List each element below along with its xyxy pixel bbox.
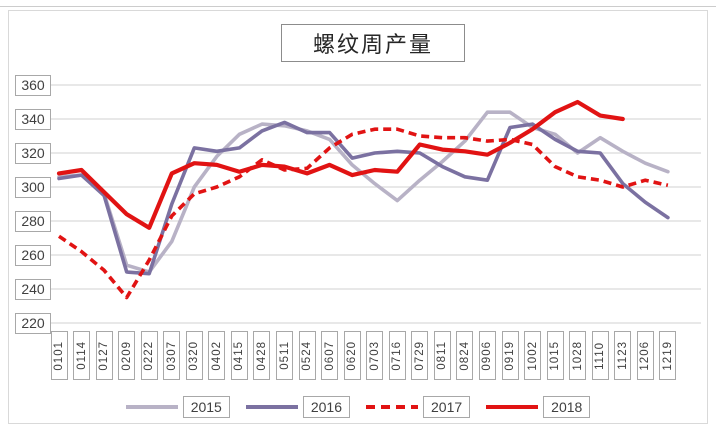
y-tick-label: 360	[15, 74, 51, 96]
x-tick-text: 1015	[549, 340, 562, 371]
x-tick-text: 0716	[391, 340, 404, 371]
x-tick-text: 0320	[188, 340, 201, 371]
x-tick-label: 1219	[659, 331, 677, 380]
x-tick-label: 1110	[591, 331, 609, 380]
x-tick-label: 0716	[388, 331, 406, 380]
x-tick-text: 1002	[526, 340, 539, 371]
x-tick-text: 0114	[75, 341, 88, 370]
legend-line-sample	[486, 405, 539, 409]
x-tick-label: 1028	[569, 331, 587, 380]
x-tick-label: 0114	[73, 331, 91, 380]
chart-frame: 螺纹周产量 220 240 260 280 300 320 340 360 0101 0114 0…	[8, 10, 708, 424]
x-tick-label: 0511	[276, 331, 293, 380]
x-tick-label: 0101	[50, 331, 68, 380]
y-tick-label: 300	[15, 176, 51, 198]
x-tick-text: 0524	[301, 340, 314, 371]
x-tick-label: 0307	[163, 331, 181, 380]
x-tick-label: 0729	[411, 331, 429, 380]
legend-line-sample	[366, 405, 418, 409]
y-tick-label: 220	[15, 312, 51, 334]
y-tick-label: 280	[15, 210, 51, 232]
x-tick-label: 0524	[298, 331, 316, 380]
series-line-2015	[57, 110, 670, 274]
legend-label: 2018	[543, 396, 591, 418]
x-tick-text: 0127	[98, 340, 111, 371]
legend-entry-2018: 2018	[486, 396, 591, 418]
legend-label: 2016	[302, 396, 350, 418]
x-tick-text: 0209	[120, 340, 133, 371]
x-tick-text: 0415	[233, 340, 246, 371]
x-tick-label: 0415	[230, 331, 248, 380]
legend-label: 2017	[423, 396, 471, 418]
x-tick-label: 0824	[456, 331, 474, 380]
legend-line-sample	[245, 405, 298, 409]
x-tick-label: 0209	[118, 331, 136, 380]
x-tick-label: 0222	[140, 331, 158, 380]
legend: 2015 2016 2017 2018	[9, 396, 707, 418]
series-line-2016	[57, 120, 670, 276]
x-tick-text: 0222	[143, 340, 156, 371]
plot-svg	[47, 84, 701, 324]
y-tick-label: 260	[15, 244, 51, 266]
x-tick-label: 1015	[546, 331, 564, 380]
x-tick-text: 0703	[368, 340, 381, 371]
x-tick-text: 0511	[278, 341, 291, 370]
x-tick-label: 0607	[321, 331, 339, 380]
x-tick-label: 0919	[501, 331, 519, 380]
x-tick-label: 0402	[208, 331, 226, 380]
x-tick-label: 1206	[636, 331, 654, 380]
x-tick-text: 1110	[594, 341, 607, 370]
x-tick-text: 0729	[413, 340, 426, 371]
x-tick-label: 0906	[478, 331, 496, 380]
series-line-2017	[57, 127, 669, 300]
y-tick-label: 340	[15, 108, 51, 130]
x-tick-text: 1219	[661, 340, 674, 371]
x-tick-label: 0620	[343, 331, 361, 380]
x-tick-text: 0428	[255, 340, 268, 371]
x-tick-text: 0402	[210, 340, 223, 371]
x-tick-label: 0811	[433, 331, 451, 380]
x-tick-text: 0620	[346, 340, 359, 371]
x-tick-text: 0824	[458, 340, 471, 371]
y-tick-label: 240	[15, 278, 51, 300]
legend-entry-2017: 2017	[366, 396, 471, 418]
chart-title: 螺纹周产量	[281, 24, 465, 62]
x-tick-text: 0101	[53, 340, 65, 371]
x-tick-text: 0307	[165, 340, 178, 371]
y-tick-label: 320	[15, 142, 51, 164]
x-tick-text: 0906	[481, 340, 494, 371]
x-tick-label: 0428	[253, 331, 271, 380]
legend-line-sample	[125, 405, 178, 409]
x-tick-label: 0703	[366, 331, 384, 380]
x-tick-label: 0127	[95, 331, 113, 380]
series-line-2018	[56, 99, 625, 230]
x-tick-label: 1123	[614, 331, 632, 380]
page-divider	[0, 6, 716, 7]
x-tick-text: 0919	[504, 340, 516, 371]
x-tick-text: 0811	[436, 341, 449, 370]
x-tick-label: 1002	[524, 331, 542, 380]
x-tick-text: 1123	[616, 341, 629, 370]
x-tick-text: 1028	[571, 340, 584, 371]
legend-label: 2015	[182, 396, 230, 418]
x-tick-label: 0320	[185, 331, 203, 380]
legend-entry-2016: 2016	[245, 396, 350, 418]
x-tick-text: 1206	[639, 340, 652, 371]
legend-entry-2015: 2015	[125, 396, 230, 418]
x-tick-text: 0607	[323, 340, 336, 371]
